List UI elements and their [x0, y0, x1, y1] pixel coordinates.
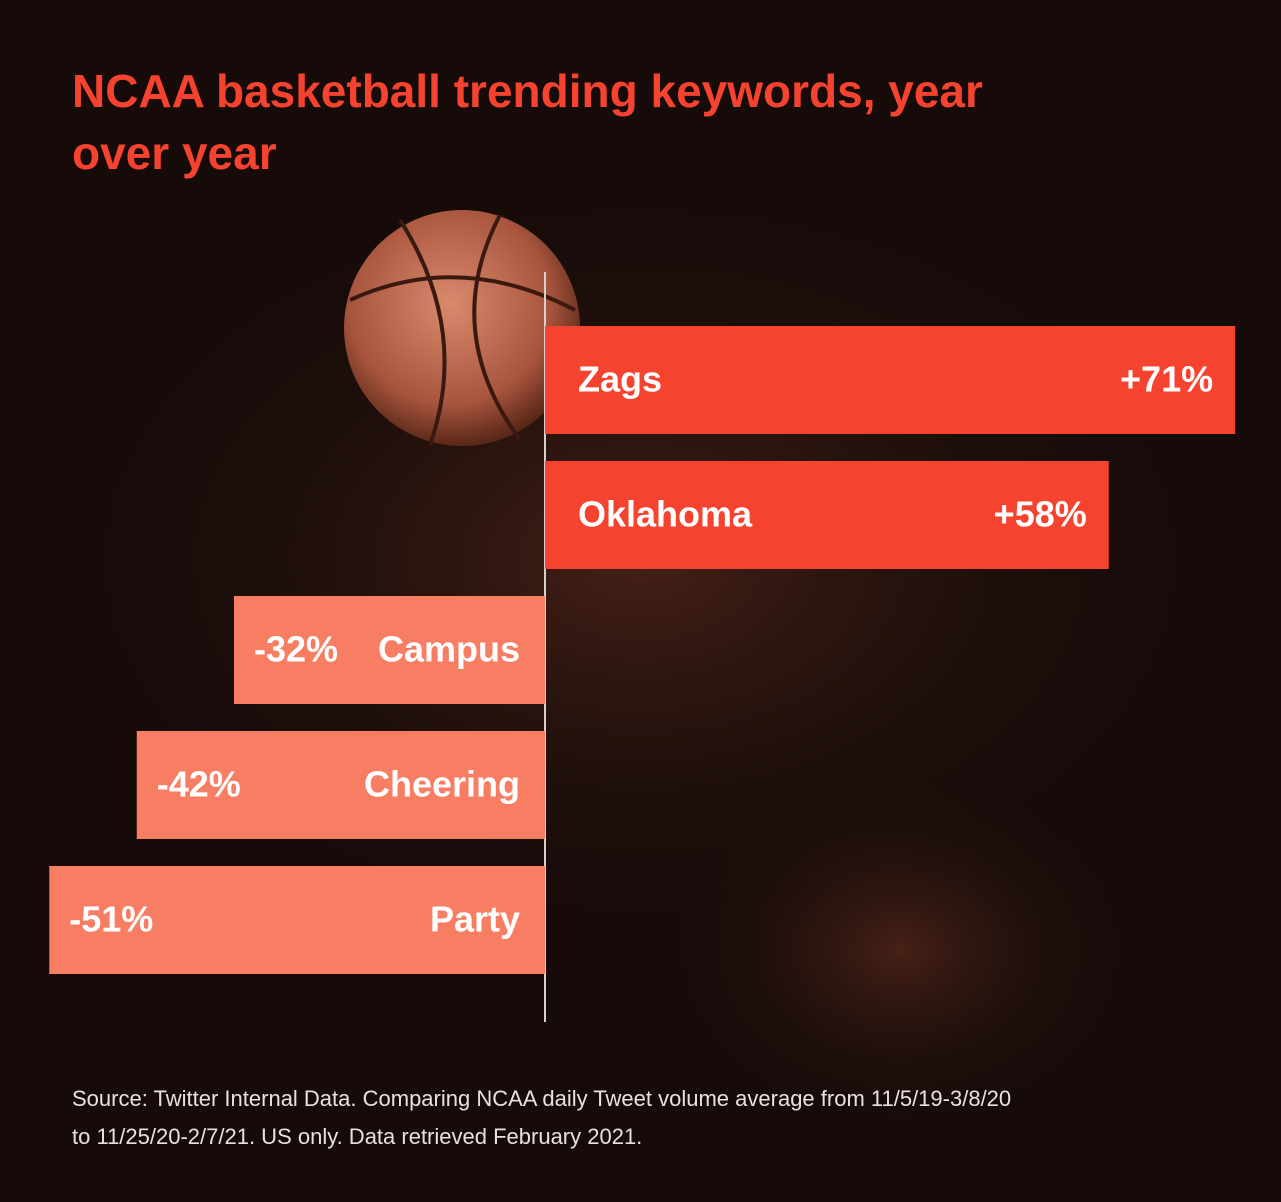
bar — [233, 596, 545, 704]
category-label: Cheering — [364, 764, 520, 805]
bar — [545, 461, 1109, 569]
value-label: -42% — [157, 764, 241, 805]
bar — [136, 731, 545, 839]
source-note: Source: Twitter Internal Data. Comparing… — [72, 1086, 1011, 1149]
basketball — [344, 210, 580, 446]
category-label: Party — [430, 899, 520, 940]
bar — [545, 326, 1236, 434]
category-label: Oklahoma — [578, 494, 753, 535]
source-line: to 11/25/20-2/7/21. US only. Data retrie… — [72, 1124, 642, 1149]
value-label: -32% — [254, 629, 338, 670]
value-label: -51% — [69, 899, 153, 940]
category-label: Zags — [578, 359, 662, 400]
bar — [49, 866, 545, 974]
value-label: +58% — [994, 494, 1087, 535]
source-line: Source: Twitter Internal Data. Comparing… — [72, 1086, 1011, 1111]
value-label: +71% — [1120, 359, 1213, 400]
chart-title: NCAA basketball trending keywords, year … — [72, 65, 983, 179]
basketball-seams — [349, 214, 576, 446]
background-hand — [640, 750, 1160, 1150]
category-label: Campus — [378, 629, 520, 670]
